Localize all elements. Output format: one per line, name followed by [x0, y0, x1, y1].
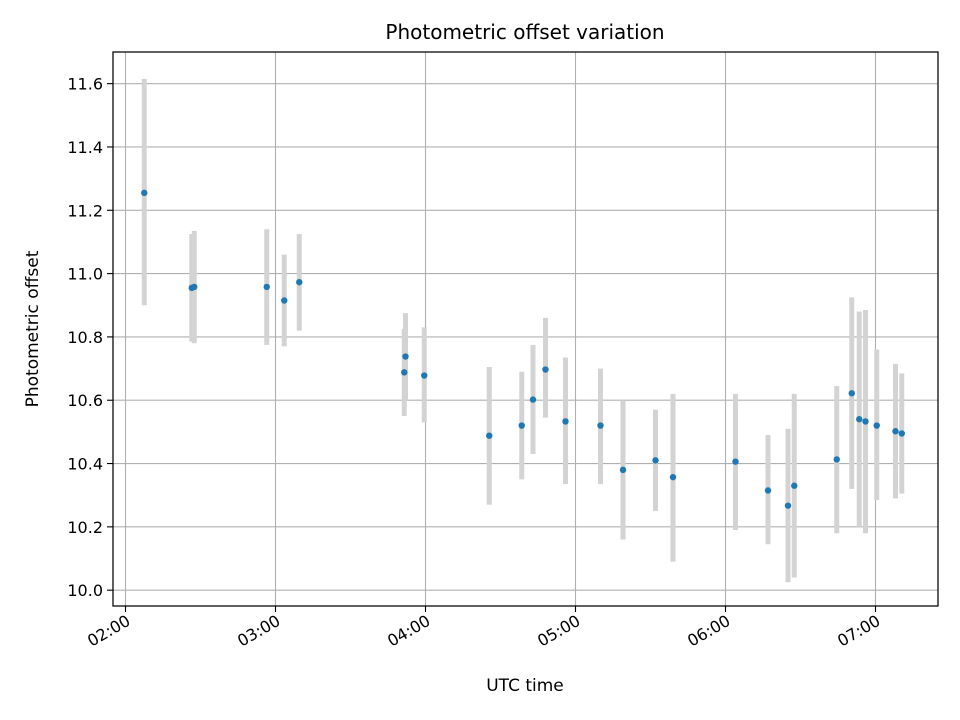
y-tick-label: 11.4	[67, 138, 103, 157]
data-point	[848, 390, 855, 397]
x-axis-label: UTC time	[486, 676, 564, 696]
data-point	[898, 430, 905, 437]
y-axis-label: Photometric offset	[23, 250, 43, 407]
data-point	[833, 456, 840, 463]
data-point	[892, 428, 899, 435]
grid	[113, 52, 938, 606]
data-point	[669, 473, 677, 481]
data-point	[562, 418, 569, 425]
data-point	[542, 366, 549, 373]
y-tick-label: 11.0	[67, 265, 103, 284]
y-tick-label: 10.8	[67, 328, 103, 347]
data-points	[141, 189, 905, 509]
data-point	[856, 416, 863, 423]
data-point	[263, 283, 270, 291]
data-point	[421, 372, 428, 379]
data-point	[191, 283, 198, 291]
data-point	[281, 297, 288, 304]
y-axis: 10.0 10.2 10.4 10.6 10.8 11.0 11.2 11.4 11.6	[67, 75, 113, 600]
data-point	[486, 432, 493, 439]
plot-frame	[112, 51, 939, 607]
data-point	[873, 422, 880, 429]
data-point	[296, 278, 303, 286]
y-tick-label: 10.4	[67, 455, 103, 474]
data-point	[518, 422, 525, 429]
data-point	[401, 369, 408, 376]
data-point	[732, 458, 739, 465]
chart-title: Photometric offset variation	[385, 20, 664, 44]
data-point	[619, 466, 627, 474]
y-tick-label: 11.2	[67, 201, 103, 220]
y-tick-label: 10.6	[67, 391, 103, 410]
data-point	[529, 396, 537, 403]
data-point	[141, 189, 148, 197]
data-point	[862, 418, 869, 425]
y-tick-label: 10.0	[67, 581, 103, 600]
data-point	[652, 457, 659, 464]
data-point	[791, 482, 798, 489]
data-point	[402, 353, 409, 360]
y-tick-label: 10.2	[67, 518, 103, 537]
y-tick-label: 11.6	[67, 75, 103, 94]
data-point	[764, 487, 772, 494]
data-point	[597, 422, 604, 429]
data-point	[784, 502, 792, 509]
